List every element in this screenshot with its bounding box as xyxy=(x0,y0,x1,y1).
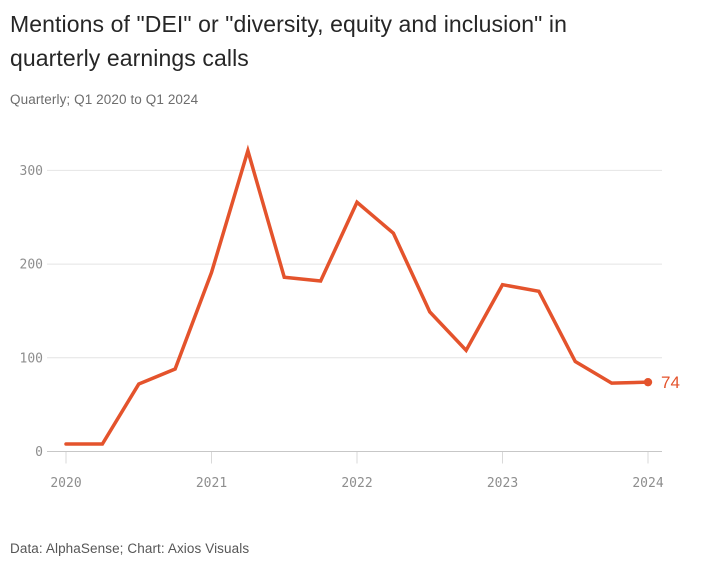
x-axis-label-2022: 2022 xyxy=(341,476,372,491)
x-axis-label-2024: 2024 xyxy=(632,476,663,491)
chart-title: Mentions of "DEI" or "diversity, equity … xyxy=(10,7,702,75)
y-axis-label-100: 100 xyxy=(20,351,43,366)
latest-value-label: 74 xyxy=(661,373,680,392)
x-axis-label-2021: 2021 xyxy=(196,476,227,491)
dei-mentions-series-line xyxy=(64,144,650,446)
y-axis-label-0: 0 xyxy=(35,445,43,460)
x-axis-label-2020: 2020 xyxy=(50,476,81,491)
x-axis-label-2023: 2023 xyxy=(487,476,518,491)
chart-subtitle: Quarterly; Q1 2020 to Q1 2024 xyxy=(10,92,199,107)
y-axis-label-300: 300 xyxy=(20,164,43,179)
chart-title-line2: quarterly earnings calls xyxy=(10,45,249,71)
latest-value-dot xyxy=(643,377,653,387)
chart-title-line1: Mentions of "DEI" or "diversity, equity … xyxy=(10,11,567,37)
source-credit: Data: AlphaSense; Chart: Axios Visuals xyxy=(10,541,250,556)
y-axis-label-200: 200 xyxy=(20,258,43,273)
